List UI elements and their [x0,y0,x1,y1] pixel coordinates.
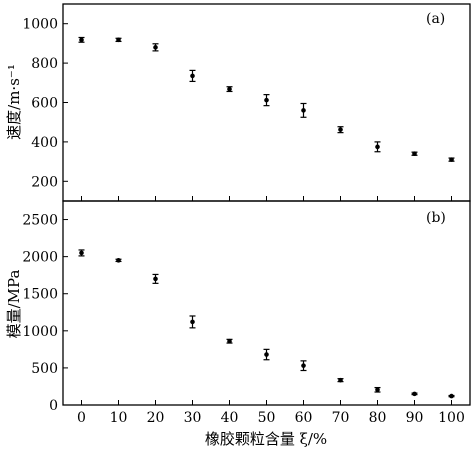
x-tick-label: 100 [438,410,465,426]
panel-a-x-ticks [81,196,452,201]
panel-b-frame [62,200,471,406]
y-tick-label: 0 [49,398,58,414]
x-tick-label: 30 [184,410,202,426]
data-point [375,144,380,150]
x-tick-label: 80 [369,410,387,426]
panel-b-y-axis-label: 模量/MPa [5,270,23,339]
panel-b-label: (b) [426,210,446,226]
panel-a-data-points [78,36,455,162]
data-point [264,352,269,357]
x-tick-label: 20 [147,410,165,426]
y-tick-label: 600 [31,96,58,112]
data-point [227,338,232,344]
data-point [412,151,417,157]
panel-a-velocity: (a) 速度/m·s⁻¹ 200 400 600 800 1000 [5,3,471,202]
panel-b-y-ticks: 0 500 1000 1500 2000 2500 [22,213,68,414]
panel-a-y-axis-label: 速度/m·s⁻¹ [5,64,23,140]
data-point [338,377,343,383]
panel-a-y-ticks: 200 400 600 800 1000 [22,17,68,190]
x-tick-label: 70 [332,410,350,426]
y-tick-label: 200 [31,174,58,190]
data-point [375,387,380,393]
data-point [449,157,454,162]
x-tick-label: 10 [110,410,128,426]
y-tick-label: 500 [31,361,58,377]
data-point [301,108,306,113]
panel-b-x-ticks: 0 10 20 30 40 50 60 70 80 90 100 [77,400,465,426]
data-point [412,391,417,397]
data-point [79,37,84,43]
y-tick-label: 1000 [22,17,58,33]
data-point [153,45,158,50]
data-point [116,37,121,43]
y-tick-label: 800 [31,56,58,72]
data-point [227,86,232,92]
x-tick-label: 0 [77,410,86,426]
y-tick-label: 2000 [22,250,58,266]
data-point [79,250,84,256]
data-point [116,258,121,263]
y-tick-label: 1000 [22,324,58,340]
data-point [190,319,195,325]
data-point [301,363,306,368]
data-point [153,276,158,282]
x-tick-label: 60 [295,410,313,426]
panel-b-data-points [78,249,455,399]
data-point [264,97,269,103]
panel-a-label: (a) [426,11,445,27]
data-point [449,393,454,399]
x-axis-label: 橡胶颗粒含量 ξ/% [205,430,327,448]
x-tick-label: 50 [258,410,276,426]
y-tick-label: 1500 [22,287,58,303]
panel-b-modulus: (b) 模量/MPa 0 500 1000 1500 2000 2500 0 10 20 30 4… [5,200,471,426]
data-point [338,127,343,132]
x-tick-label: 40 [221,410,239,426]
y-tick-label: 2500 [22,213,58,229]
y-tick-label: 400 [31,135,58,151]
data-point [190,73,195,79]
x-tick-label: 90 [406,410,424,426]
